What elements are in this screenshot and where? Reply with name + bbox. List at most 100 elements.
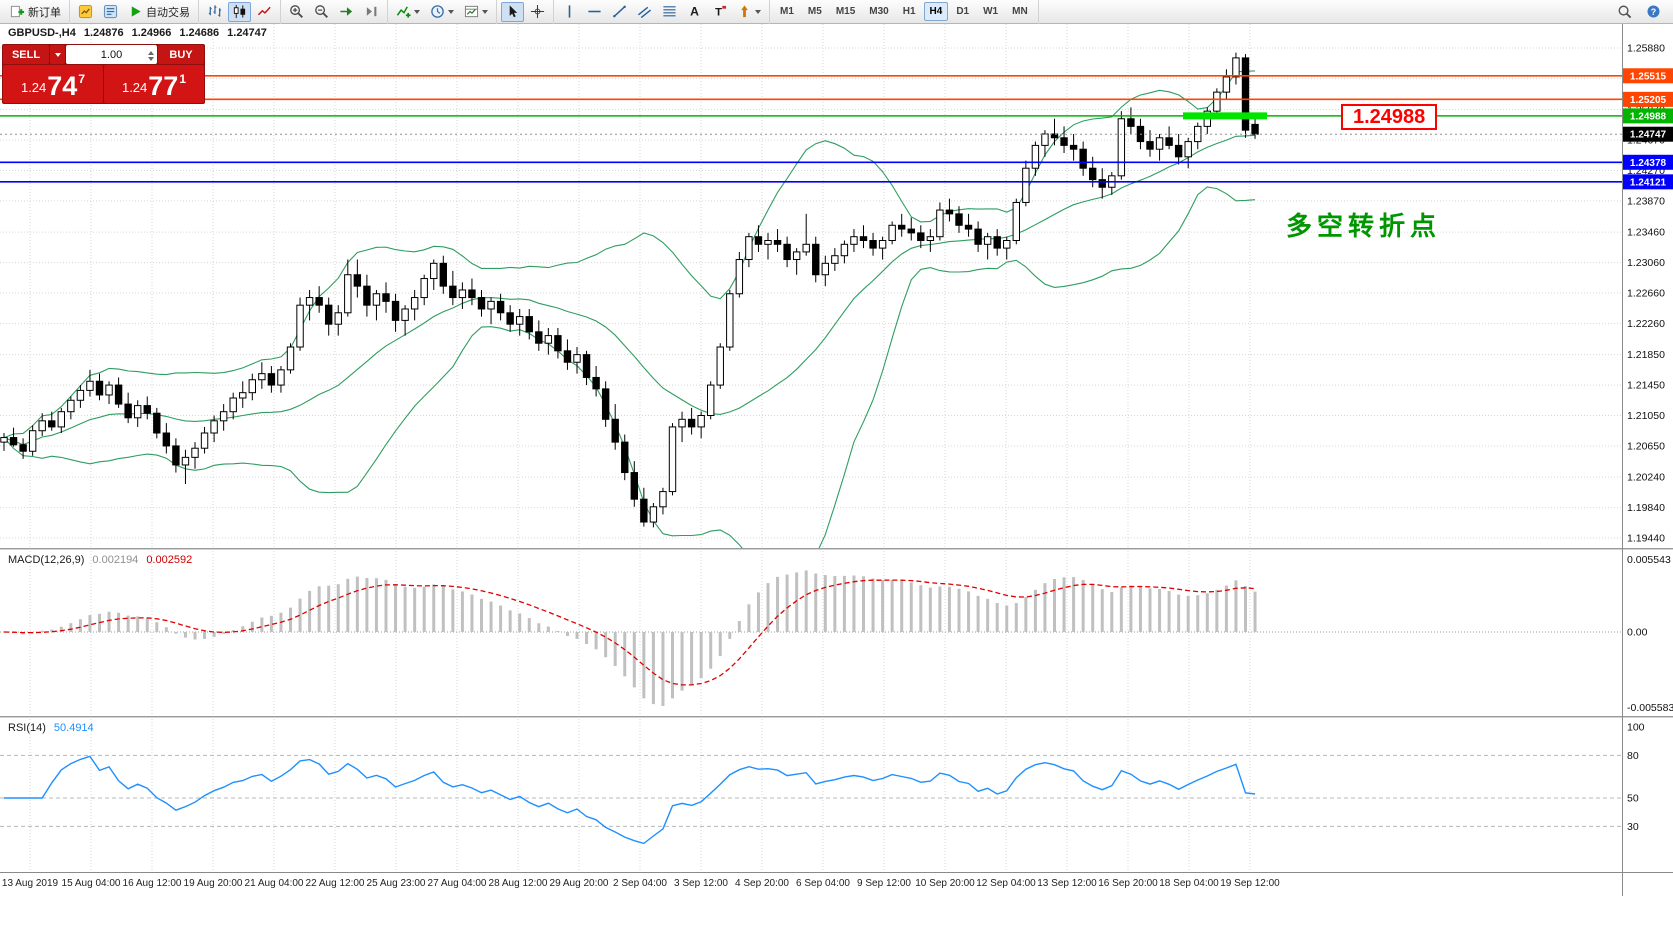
volume-dropdown[interactable] bbox=[50, 45, 65, 64]
main-toolbar: 新订单 自动交易 A T M1 M5 M15 M30 H1 H4 D1 W1 MN? bbox=[0, 0, 1673, 24]
help-icon: ? bbox=[1647, 5, 1660, 18]
axis-price-box bbox=[1623, 126, 1673, 142]
text-label-button[interactable]: T bbox=[708, 2, 731, 22]
cursor-button[interactable] bbox=[501, 1, 524, 22]
macd-chart-canvas: 0.005543 0.00 -0.005583 bbox=[0, 551, 1673, 716]
svg-text:80: 80 bbox=[1627, 750, 1639, 762]
horizontal-line-button[interactable] bbox=[583, 2, 606, 22]
search-button[interactable] bbox=[1613, 2, 1636, 22]
buy-price-big: 77 bbox=[148, 71, 179, 101]
chart-shift-button[interactable] bbox=[360, 2, 383, 22]
new-order-button-label: 新订单 bbox=[28, 6, 61, 19]
time-tick-label: 9 Sep 12:00 bbox=[857, 878, 911, 889]
timeframe-mn[interactable]: MN bbox=[1012, 6, 1028, 17]
price-tick-label: 1.19440 bbox=[1627, 533, 1665, 545]
rsi-chart-canvas: 100 80 50 30 bbox=[0, 719, 1645, 872]
rsi-value: 50.4914 bbox=[53, 722, 94, 734]
macd-pane: 0.005543 0.00 -0.005583 MACD(12,26,9) 0.00… bbox=[0, 551, 1673, 716]
arrows-button[interactable] bbox=[733, 2, 765, 22]
time-axis[interactable]: 13 Aug 2019 15 Aug 04:00 16 Aug 12:00 19 Au… bbox=[0, 872, 1673, 896]
periods-button[interactable] bbox=[426, 2, 458, 22]
text-button[interactable]: A bbox=[683, 2, 706, 22]
autotrading-button[interactable]: 自动交易 bbox=[124, 2, 194, 22]
bar-chart-button[interactable] bbox=[203, 2, 226, 22]
price-tick-label: 1.20240 bbox=[1627, 472, 1665, 484]
fibonacci-button[interactable] bbox=[658, 2, 681, 22]
buy-price-pip: 1 bbox=[179, 72, 187, 86]
macd-header: MACD(12,26,9) 0.002194 0.002592 bbox=[8, 554, 192, 566]
price-callout-label[interactable]: 1.24988 bbox=[1341, 104, 1438, 130]
buy-price-button[interactable]: 1.24 77 1 bbox=[104, 65, 204, 103]
indicators-button[interactable] bbox=[392, 2, 424, 22]
svg-text:1.24988: 1.24988 bbox=[1630, 111, 1667, 122]
volume-input[interactable]: 1.00 bbox=[66, 45, 157, 64]
channel-icon bbox=[637, 6, 652, 19]
svg-text:1.25205: 1.25205 bbox=[1630, 95, 1667, 106]
indicators-icon bbox=[396, 6, 411, 18]
timeframe-h4[interactable]: H4 bbox=[923, 2, 949, 21]
line-chart-button[interactable] bbox=[253, 2, 276, 22]
autotrading-button-label: 自动交易 bbox=[146, 6, 190, 19]
svg-text:1.24378: 1.24378 bbox=[1630, 158, 1667, 169]
time-tick-label: 29 Aug 20:00 bbox=[549, 878, 609, 889]
sell-price-button[interactable]: 1.24 74 7 bbox=[3, 65, 103, 103]
zoom-out-button[interactable] bbox=[310, 2, 333, 22]
channel-button[interactable] bbox=[633, 2, 656, 22]
timeframe-m5[interactable]: M5 bbox=[807, 6, 822, 17]
timeframe-m30[interactable]: M30 bbox=[869, 6, 889, 17]
sell-price-big: 74 bbox=[47, 71, 78, 101]
turning-point-annotation[interactable]: 多空转折点 bbox=[1286, 211, 1442, 241]
timeframe-h1[interactable]: H1 bbox=[902, 6, 916, 17]
bollinger-bands bbox=[3, 70, 1256, 548]
macd-pane-separator[interactable] bbox=[0, 548, 1673, 551]
toolbar-group: 新订单 bbox=[2, 0, 70, 24]
chevron-down-icon bbox=[414, 10, 420, 17]
price-tick-label: 1.23060 bbox=[1627, 257, 1665, 269]
open-value: 1.24876 bbox=[83, 27, 124, 39]
data-window-button[interactable] bbox=[99, 2, 122, 22]
zoom-out-icon bbox=[315, 5, 328, 18]
market-watch-button[interactable] bbox=[74, 2, 97, 22]
timeframe-d1[interactable]: D1 bbox=[956, 6, 970, 17]
time-tick-label: 21 Aug 04:00 bbox=[244, 878, 304, 889]
sell-button[interactable]: SELL bbox=[3, 45, 49, 64]
chevron-down-icon bbox=[755, 10, 761, 17]
text-icon: A bbox=[690, 5, 699, 19]
timeframe-w1[interactable]: W1 bbox=[983, 6, 999, 17]
svg-text:1.25515: 1.25515 bbox=[1630, 71, 1667, 82]
trendline-button[interactable] bbox=[608, 2, 631, 22]
price-tick-label: 1.20650 bbox=[1627, 440, 1665, 452]
zoom-in-button[interactable] bbox=[285, 2, 308, 22]
horizontal-line-icon bbox=[588, 10, 601, 13]
timeframe-m1[interactable]: M1 bbox=[780, 6, 794, 17]
spinner-down-icon[interactable] bbox=[148, 57, 154, 64]
spinner-up-icon[interactable] bbox=[148, 48, 154, 55]
timeframe-m15[interactable]: M15 bbox=[835, 6, 856, 17]
templates-icon bbox=[464, 5, 479, 18]
svg-text:A: A bbox=[690, 5, 699, 19]
time-tick-label: 19 Aug 20:00 bbox=[183, 878, 243, 889]
vertical-line-button[interactable] bbox=[558, 2, 581, 22]
toolbar-group: 自动交易 bbox=[70, 0, 199, 24]
time-tick-label: 28 Aug 12:00 bbox=[488, 878, 548, 889]
rsi-line bbox=[4, 755, 1256, 845]
templates-button[interactable] bbox=[460, 2, 492, 22]
rsi-pane-separator[interactable] bbox=[0, 716, 1673, 719]
rsi-name: RSI(14) bbox=[8, 722, 46, 734]
new-order-button[interactable]: 新订单 bbox=[6, 2, 65, 22]
price-tick-label: 1.22660 bbox=[1627, 288, 1665, 300]
low-value: 1.24686 bbox=[179, 27, 220, 39]
high-value: 1.24966 bbox=[131, 27, 172, 39]
volume-spinner[interactable] bbox=[148, 48, 154, 64]
help-button[interactable]: ? bbox=[1642, 2, 1665, 22]
auto-scroll-button[interactable] bbox=[335, 2, 358, 22]
candles-layer bbox=[0, 52, 1259, 528]
toolbar-group bbox=[281, 0, 388, 24]
buy-button[interactable]: BUY bbox=[158, 45, 204, 64]
time-tick-label: 27 Aug 04:00 bbox=[427, 878, 487, 889]
price-tick-label: 1.21850 bbox=[1627, 349, 1665, 361]
candlestick-button[interactable] bbox=[228, 1, 251, 22]
time-tick-label: 13 Aug 2019 bbox=[1, 878, 59, 889]
crosshair-button[interactable] bbox=[526, 2, 549, 22]
